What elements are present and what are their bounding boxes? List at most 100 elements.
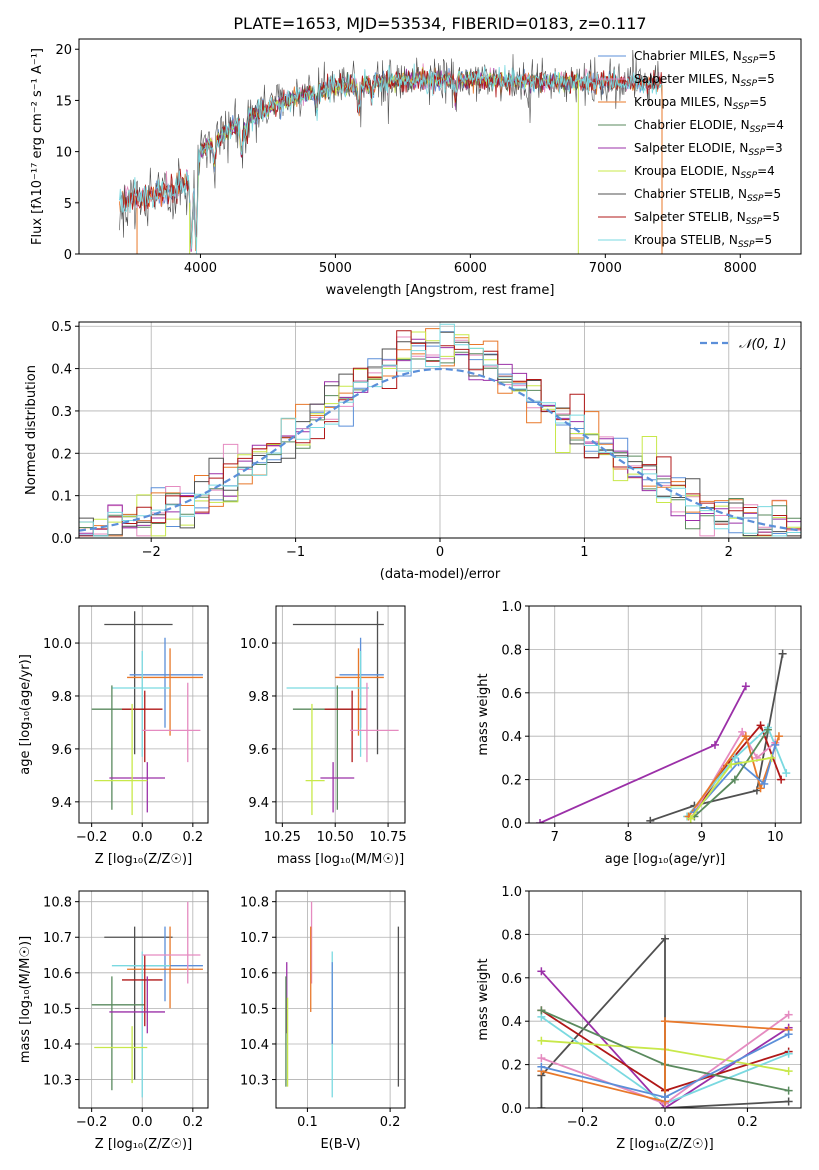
weight_vs_z-ytick-label: 0.4 <box>501 1015 522 1030</box>
residuals-ylabel: Normed distribution <box>24 365 39 495</box>
weight_vs_age-marker-salp_elodie <box>710 740 719 749</box>
spectrum-xtick-label: 6000 <box>454 261 487 276</box>
weight_vs_z-xtick-label: 0.2 <box>737 1115 758 1130</box>
age_vs_z-frame <box>78 605 209 824</box>
spectrum-legend: Chabrier MILES, NSSP=5 Salpeter MILES, NS… <box>598 49 784 250</box>
weight_vs_age-ylabel: mass weight <box>476 673 491 755</box>
weight_vs_age-marker-chab_miles <box>760 779 769 788</box>
weight_vs_z-marker-salp_miles <box>784 1010 793 1019</box>
weight_vs_z-xtick-label: −0.2 <box>567 1115 599 1130</box>
weight_vs_z-marker-chab_miles <box>661 1093 669 1102</box>
weight_vs_z-ytick-label: 0.8 <box>501 928 522 943</box>
age_vs_z-xtick-label: 0.2 <box>182 830 203 845</box>
weight_vs_age-marker-krou_miles <box>741 732 750 741</box>
spectrum-xtick-label: 8000 <box>724 261 757 276</box>
weight_vs_z-ytick-label: 0.6 <box>501 972 522 987</box>
age_vs_mass-errorbar-chab_stelib <box>292 611 384 755</box>
weight_vs_age-line-salp_stelib <box>689 723 783 820</box>
residuals-xlabel: (data-model)/error <box>380 567 501 582</box>
residuals-ytick-label: 0.2 <box>51 447 72 462</box>
mass_vs_z-axes: −0.2 0.0 0.2 10.3 10.4 10.5 10.6 10.7 10.8 Z [log… <box>18 890 209 1152</box>
residuals-plot-area <box>79 323 801 538</box>
spectrum-series-chab_stelib <box>119 49 663 243</box>
age_vs_z-plot-area <box>91 611 203 816</box>
age_vs_z-xtick-label: 0.0 <box>132 830 153 845</box>
weight_vs_age-marker-chab_miles <box>771 740 780 749</box>
age_vs_mass-errorbar-krou_miles <box>335 648 384 736</box>
weight_vs_age-line-salp_miles <box>689 730 776 820</box>
mass_vs_ebv-xtick-label: 0.1 <box>297 1115 318 1130</box>
age_vs_mass-frame <box>275 605 406 824</box>
spectrum-xtick-label: 7000 <box>589 261 622 276</box>
weight_vs_age-line-chab_miles <box>693 744 777 813</box>
weight_vs_z-marker-chab_elodie <box>537 1006 546 1015</box>
weight_vs_age-xtick-label: 8 <box>624 830 632 845</box>
age_vs_mass-ytick-label: 9.8 <box>248 690 269 705</box>
weight_vs_age-marker-krou_miles <box>756 784 765 793</box>
spectrum-ytick-label: 0 <box>64 248 72 263</box>
weight_vs_age-line-krou_stelib <box>686 725 788 818</box>
age_vs_mass-plot-area <box>286 611 399 816</box>
weight_vs_age-marker-chab_elodie <box>730 775 739 784</box>
mass_vs_z-xlabel: Z [log₁₀(Z/Z☉)] <box>95 1137 192 1152</box>
spectrum-ytick-label: 10 <box>55 146 72 161</box>
weight_vs_age-marker-krou_stelib <box>730 753 739 762</box>
weight_vs_age-xtick-label: 10 <box>767 830 784 845</box>
weight_vs_z-marker-chab_stelib <box>661 934 669 943</box>
mass_vs_ebv-ytick-label: 10.8 <box>240 896 269 911</box>
mass_vs_z-xtick-label: 0.0 <box>132 1115 153 1130</box>
mass_vs_ebv-plot-area <box>285 901 400 1098</box>
weight_vs_age-marker-krou_elodie <box>727 760 736 769</box>
residuals-xtick-label: 1 <box>580 545 588 560</box>
weight_vs_age-ytick-label: 0.6 <box>501 687 522 702</box>
weight_vs_age-line-salp_elodie <box>539 685 747 823</box>
mass_vs_ebv-xlabel: E(B-V) <box>320 1137 360 1152</box>
weight_vs_z-marker-salp_miles <box>537 1054 546 1063</box>
weight_vs_age-marker-krou_stelib <box>782 769 791 778</box>
legend-label-krou_miles: Kroupa MILES, NSSP=5 <box>634 95 767 112</box>
weight_vs_age-ytick-label: 1.0 <box>501 600 522 615</box>
spectrum-xtick-label: 4000 <box>184 261 217 276</box>
weight_vs_z-xtick-label: 0.0 <box>655 1115 676 1130</box>
spectrum-ytick-label: 20 <box>55 43 72 58</box>
age_vs_mass-xlabel: mass [log₁₀(M/M☉)] <box>277 852 404 867</box>
age_vs_z-ytick-label: 9.6 <box>51 743 72 758</box>
mass_vs_z-errorbar-chab_elodie <box>91 976 145 1091</box>
residuals-ytick-label: 0.5 <box>51 320 72 335</box>
histogram-krou_stelib <box>79 323 801 538</box>
weight_vs_age-line-chab_stelib <box>650 653 784 822</box>
spectrum-frame <box>78 38 802 255</box>
spectrum-series-salp_elodie <box>186 67 579 252</box>
residuals-axes: −2 −1 0 1 2 0.0 0.1 0.2 0.3 0.4 0.5 (data-model)/er… <box>24 320 802 582</box>
residuals-xtick-label: −2 <box>142 545 161 560</box>
weight_vs_age-marker-salp_elodie <box>741 682 750 691</box>
weight_vs_age-marker-krou_miles <box>774 732 783 741</box>
weight_vs_z-ytick-label: 0.0 <box>501 1102 522 1117</box>
weight_vs_age-marker-chab_elodie <box>763 725 772 734</box>
age_vs_mass-xtick-label: 10.25 <box>264 830 301 845</box>
residuals-ytick-label: 0.0 <box>51 532 72 547</box>
mass_vs_ebv-ytick-label: 10.4 <box>240 1038 269 1053</box>
weight_vs_z-marker-krou_miles <box>661 1017 669 1026</box>
weight_vs_age-ytick-label: 0.0 <box>501 817 522 832</box>
age_vs_z-errorbar-chab_elodie <box>91 685 145 810</box>
weight_vs_age-frame <box>528 605 802 824</box>
mass_vs_z-frame <box>78 890 209 1109</box>
age_vs_z-errorbar-krou_miles <box>127 648 203 736</box>
legend-label-krou_elodie: Kroupa ELODIE, NSSP=4 <box>634 164 775 181</box>
spectrum-series-krou_miles <box>119 67 663 252</box>
weight_vs_age-xlabel: age [log₁₀(age/yr)] <box>605 852 726 867</box>
weight_vs_z-marker-chab_stelib <box>784 1097 793 1106</box>
age_vs_z-axes: −0.2 0.0 0.2 9.4 9.6 9.8 10.0 Z [log₁₀(Z/Z☉)] ag… <box>18 605 209 867</box>
residuals-legend: 𝒩(0, 1) <box>700 337 786 352</box>
spectrum-plot-area <box>119 49 663 254</box>
mass_vs_ebv-ytick-label: 10.5 <box>240 1002 269 1017</box>
mass_vs_ebv-axes: 0.1 0.2 10.3 10.4 10.5 10.6 10.7 10.8 E(B-V) <box>240 890 406 1152</box>
normal-curve <box>79 367 801 532</box>
legend-label-normal: 𝒩(0, 1) <box>739 337 786 352</box>
residuals-ytick-label: 0.4 <box>51 363 72 378</box>
mass_vs_z-errorbar-krou_stelib <box>111 951 171 1098</box>
residuals-ytick-label: 0.1 <box>51 490 72 505</box>
mass_vs_z-plot-area <box>91 901 203 1098</box>
weight_vs_z-ytick-label: 1.0 <box>501 885 522 900</box>
